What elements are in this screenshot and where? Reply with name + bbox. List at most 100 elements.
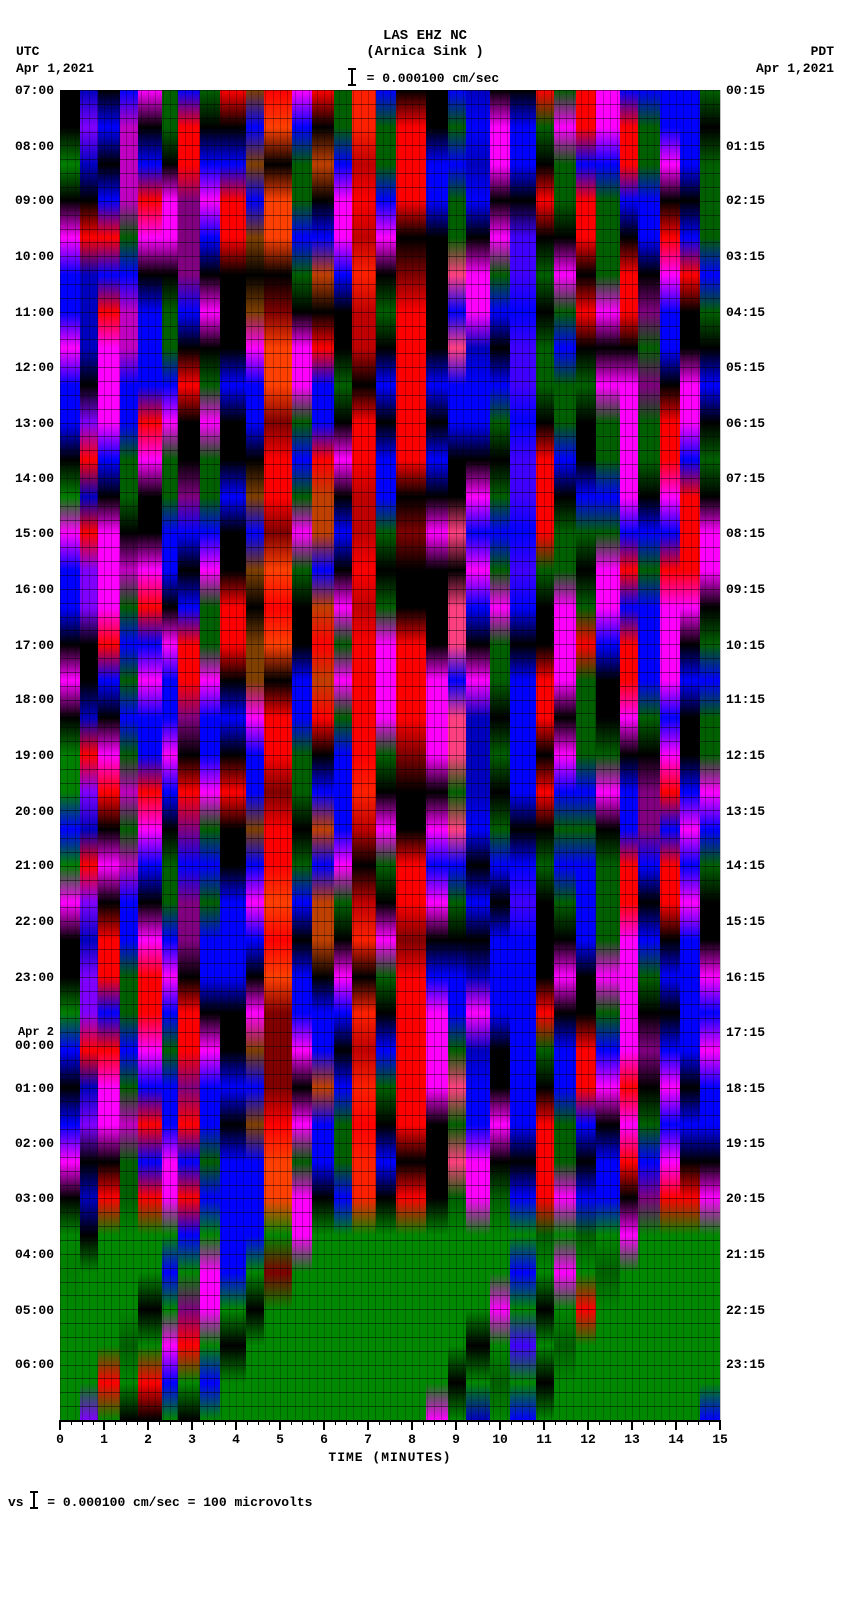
- grid-line-vertical: [419, 90, 420, 1420]
- grid-line-vertical: [119, 90, 120, 1420]
- grid-line-vertical: [155, 90, 156, 1420]
- grid-line-vertical: [463, 90, 464, 1420]
- y-tick-label: 23:15: [726, 1358, 782, 1371]
- grid-line-vertical: [309, 90, 310, 1420]
- y-tick-label: 12:15: [726, 749, 782, 762]
- grid-line-vertical: [397, 90, 398, 1420]
- x-tick-major: [631, 1420, 633, 1430]
- y-tick-label: 07:15: [726, 472, 782, 485]
- x-tick-minor: [357, 1420, 358, 1425]
- grid-line-vertical: [647, 90, 648, 1420]
- y-tick-label: 19:15: [726, 1137, 782, 1150]
- grid-line-vertical: [405, 90, 406, 1420]
- x-tick-label: 1: [100, 1432, 108, 1447]
- x-tick-minor: [665, 1420, 666, 1425]
- x-tick-minor: [621, 1420, 622, 1425]
- left-tz-date: Apr 1,2021: [16, 61, 94, 76]
- grid-line-vertical: [603, 90, 604, 1420]
- y-tick-label: 20:15: [726, 1192, 782, 1205]
- x-tick-minor: [346, 1420, 347, 1425]
- x-tick-minor: [291, 1420, 292, 1425]
- x-tick-minor: [654, 1420, 655, 1425]
- x-tick-minor: [489, 1420, 490, 1425]
- grid-line-vertical: [441, 90, 442, 1420]
- grid-line-vertical: [390, 90, 391, 1420]
- x-tick-label: 8: [408, 1432, 416, 1447]
- grid-line-vertical: [500, 90, 501, 1420]
- x-tick-minor: [434, 1420, 435, 1425]
- y-tick-label: 22:15: [726, 1304, 782, 1317]
- x-tick-major: [499, 1420, 501, 1430]
- x-tick-major: [411, 1420, 413, 1430]
- x-tick-minor: [115, 1420, 116, 1425]
- y-tick-label: 19:00: [0, 749, 54, 762]
- grid-line-vertical: [625, 90, 626, 1420]
- x-tick-major: [323, 1420, 325, 1430]
- x-tick-minor: [71, 1420, 72, 1425]
- scale-indicator: = 0.000100 cm/sec: [0, 64, 850, 86]
- x-tick-major: [587, 1420, 589, 1430]
- x-tick-minor: [445, 1420, 446, 1425]
- grid-line-vertical: [573, 90, 574, 1420]
- x-tick-minor: [555, 1420, 556, 1425]
- x-tick-minor: [401, 1420, 402, 1425]
- x-tick-minor: [159, 1420, 160, 1425]
- grid-line-vertical: [75, 90, 76, 1420]
- chart-title: LAS EHZ NC (Arnica Sink ): [0, 28, 850, 60]
- x-tick-minor: [423, 1420, 424, 1425]
- grid-line-vertical: [691, 90, 692, 1420]
- grid-line-vertical: [507, 90, 508, 1420]
- y-tick-label: 14:00: [0, 472, 54, 485]
- grid-line-vertical: [566, 90, 567, 1420]
- scale-bar-icon: [33, 1491, 35, 1509]
- grid-line-vertical: [89, 90, 90, 1420]
- x-tick-minor: [566, 1420, 567, 1425]
- grid-line-vertical: [654, 90, 655, 1420]
- x-tick-label: 14: [668, 1432, 684, 1447]
- y-axis-left-utc: 07:0008:0009:0010:0011:0012:0013:0014:00…: [0, 90, 60, 1420]
- grid-line-vertical: [610, 90, 611, 1420]
- x-tick-minor: [247, 1420, 248, 1425]
- grid-line-vertical: [485, 90, 486, 1420]
- y-tick-label: 15:15: [726, 915, 782, 928]
- y-tick-label: 05:00: [0, 1304, 54, 1317]
- y-tick-label: 05:15: [726, 361, 782, 374]
- title-line-1: LAS EHZ NC: [0, 28, 850, 44]
- x-tick-minor: [610, 1420, 611, 1425]
- grid-line-vertical: [141, 90, 142, 1420]
- right-timezone-label: PDT Apr 1,2021: [756, 44, 834, 76]
- grid-line-vertical: [581, 90, 582, 1420]
- x-tick-minor: [379, 1420, 380, 1425]
- y-tick-label: 17:15: [726, 1026, 782, 1039]
- x-tick-minor: [522, 1420, 523, 1425]
- grid-line-vertical: [236, 90, 237, 1420]
- x-tick-minor: [181, 1420, 182, 1425]
- right-tz-name: PDT: [811, 44, 834, 59]
- grid-line-vertical: [456, 90, 457, 1420]
- grid-line-vertical: [427, 90, 428, 1420]
- x-tick-minor: [302, 1420, 303, 1425]
- x-tick-label: 7: [364, 1432, 372, 1447]
- x-tick-minor: [390, 1420, 391, 1425]
- helicorder-plot: [60, 90, 720, 1420]
- x-tick-minor: [698, 1420, 699, 1425]
- x-tick-minor: [335, 1420, 336, 1425]
- grid-line-vertical: [353, 90, 354, 1420]
- y-tick-label: 21:00: [0, 859, 54, 872]
- y-tick-label: 01:15: [726, 140, 782, 153]
- scale-bar-icon: [351, 68, 353, 86]
- grid-line-vertical: [595, 90, 596, 1420]
- grid-line-vertical: [544, 90, 545, 1420]
- x-tick-minor: [225, 1420, 226, 1425]
- grid-line-vertical: [551, 90, 552, 1420]
- grid-line-vertical: [324, 90, 325, 1420]
- grid-line-vertical: [317, 90, 318, 1420]
- grid-line-vertical: [148, 90, 149, 1420]
- grid-line-vertical: [60, 90, 61, 1420]
- grid-line-vertical: [273, 90, 274, 1420]
- x-tick-minor: [467, 1420, 468, 1425]
- y-tick-label: 03:15: [726, 250, 782, 263]
- x-tick-label: 13: [624, 1432, 640, 1447]
- y-tick-label: Apr 200:00: [0, 1026, 54, 1052]
- y-tick-label: 20:00: [0, 805, 54, 818]
